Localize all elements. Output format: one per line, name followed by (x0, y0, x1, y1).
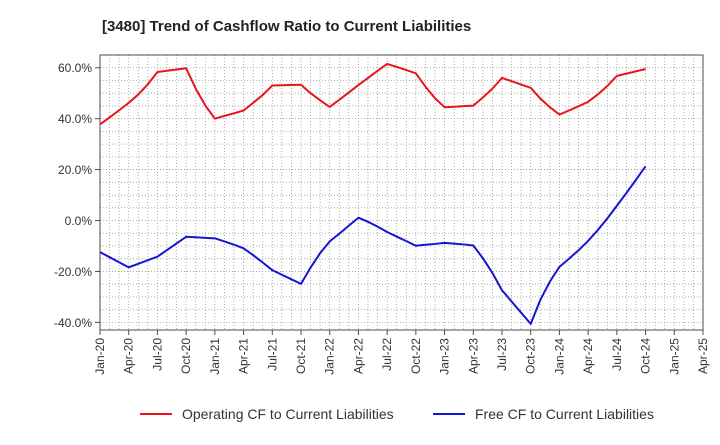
x-tick-label: Jul-24 (610, 338, 624, 371)
chart-title: [3480] Trend of Cashflow Ratio to Curren… (102, 18, 471, 35)
x-tick-label: Jul-22 (380, 338, 394, 371)
legend-label-operating-cf: Operating CF to Current Liabilities (182, 406, 394, 422)
y-tick-label: -20.0% (54, 265, 92, 279)
x-tick-label: Jul-21 (265, 338, 279, 371)
plot-frame (99, 54, 704, 331)
y-tick-label: 20.0% (58, 163, 92, 177)
x-tick-label: Oct-20 (179, 338, 193, 374)
x-tick-label: Oct-22 (409, 338, 423, 374)
y-tick-label: 40.0% (58, 112, 92, 126)
x-tick-label: Oct-21 (294, 338, 308, 374)
x-tick-label: Oct-24 (639, 338, 653, 374)
x-tick-label: Apr-22 (351, 338, 365, 374)
series-line-free-cf-to-current-liabilities (99, 165, 647, 325)
y-tick-label: 0.0% (65, 214, 93, 228)
y-tick-label: -40.0% (54, 316, 92, 330)
series-layer (99, 62, 647, 325)
x-tick-label: Jan-20 (93, 338, 107, 375)
legend: Operating CF to Current Liabilities Free… (140, 406, 654, 422)
y-tick-label: 60.0% (58, 61, 92, 75)
x-tick-label: Apr-21 (237, 338, 251, 374)
series-line-operating-cf-to-current-liabilities (99, 62, 646, 126)
x-axis-ticks: Jan-20 Apr-20 Jul-20 Oct-20 Jan-21 Apr-21 Jul-… (93, 330, 710, 375)
x-tick-label: Oct-23 (524, 338, 538, 374)
x-tick-label: Apr-24 (581, 338, 595, 374)
legend-item-free-cf: Free CF to Current Liabilities (433, 406, 654, 422)
x-tick-label: Jul-23 (495, 338, 509, 371)
x-tick-label: Jan-25 (667, 338, 681, 375)
x-tick-label: Jan-23 (438, 338, 452, 375)
x-tick-label: Jul-20 (150, 338, 164, 371)
x-tick-label: Jan-21 (208, 338, 222, 375)
legend-item-operating-cf: Operating CF to Current Liabilities (140, 406, 394, 422)
x-tick-label: Jan-22 (323, 338, 337, 375)
x-tick-label: Apr-23 (466, 338, 480, 374)
grid-layer (99, 54, 704, 330)
x-tick-label: Apr-20 (122, 338, 136, 374)
legend-label-free-cf: Free CF to Current Liabilities (475, 406, 654, 422)
x-tick-label: Apr-25 (696, 338, 710, 374)
y-axis-ticks: -40.0% -20.0% 0.0% 20.0% 40.0% 60.0% (54, 61, 100, 330)
x-tick-label: Jan-24 (552, 338, 566, 375)
